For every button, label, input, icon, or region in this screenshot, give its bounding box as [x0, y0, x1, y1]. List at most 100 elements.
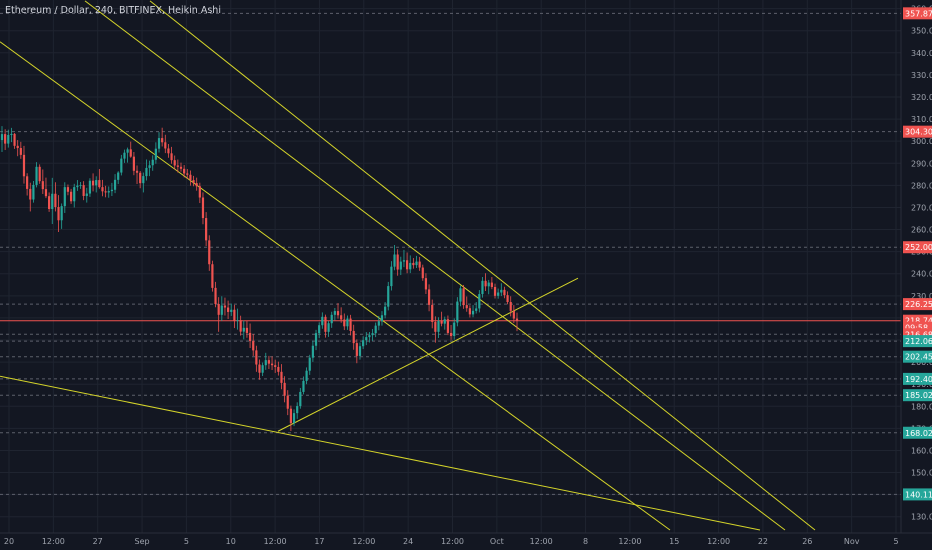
- candle-body: [415, 261, 418, 266]
- candle-body: [261, 365, 264, 373]
- candle-body: [292, 413, 296, 424]
- candle: [54, 182, 57, 212]
- candle-body: [336, 311, 340, 316]
- candle-body: [314, 333, 318, 346]
- candle-body: [302, 380, 305, 392]
- candle: [57, 195, 60, 232]
- candle: [471, 305, 475, 318]
- y-tick-label: 280.00: [911, 181, 932, 190]
- candle: [63, 182, 66, 213]
- candle: [205, 212, 208, 247]
- candle-body: [239, 320, 242, 332]
- x-tick-label: 22: [758, 537, 768, 546]
- candle: [453, 318, 456, 340]
- candle: [48, 192, 51, 212]
- candle: [41, 169, 44, 194]
- candle: [245, 320, 249, 338]
- candle-body: [449, 332, 453, 337]
- candle: [421, 264, 424, 281]
- candle-body: [299, 391, 302, 407]
- candle: [154, 142, 157, 164]
- candle-body: [443, 319, 446, 324]
- candle-body: [431, 304, 434, 322]
- x-tick-label: 26: [802, 537, 812, 546]
- candle: [384, 302, 387, 319]
- candle: [179, 162, 183, 172]
- candle-body: [107, 191, 110, 193]
- x-tick-label: 17: [314, 537, 324, 546]
- candle: [481, 277, 484, 298]
- candle: [333, 307, 336, 321]
- candle-body: [85, 193, 88, 196]
- x-tick-label: 12:00: [530, 537, 553, 546]
- candle: [270, 356, 274, 371]
- candle-body: [440, 321, 443, 324]
- candle: [236, 308, 239, 330]
- candle: [220, 296, 223, 322]
- candle: [393, 245, 396, 271]
- candle-body: [54, 193, 57, 208]
- candle-body: [226, 307, 230, 312]
- candle: [223, 297, 227, 316]
- candle: [497, 288, 500, 299]
- candle-body: [267, 360, 271, 364]
- x-tick-label: 20: [4, 537, 14, 546]
- x-tick-label: 5: [893, 537, 898, 546]
- candle: [412, 258, 415, 269]
- candle: [478, 290, 481, 313]
- price-axis[interactable]: 130.00140.00150.00160.00170.00180.00190.…: [911, 5, 932, 522]
- y-tick-label: 310.00: [911, 115, 932, 124]
- candles[interactable]: [0, 126, 519, 432]
- candle-body: [29, 188, 32, 200]
- candle-body: [365, 337, 368, 341]
- candle: [44, 177, 48, 199]
- candle-body: [4, 134, 7, 144]
- x-tick-label: 10: [226, 537, 236, 546]
- candle-body: [412, 262, 415, 266]
- x-tick-label: 12:00: [42, 537, 65, 546]
- candle: [101, 179, 104, 197]
- candle-body: [343, 319, 346, 327]
- candle: [330, 311, 333, 328]
- candle-body: [248, 332, 252, 342]
- price-level-badges: 357.87 304.30 252.00 226.25 218.7409:58216.6…: [903, 7, 932, 501]
- y-tick-label: 350.00: [911, 27, 932, 36]
- candle-body: [393, 254, 396, 267]
- y-tick-label: 270.00: [911, 203, 932, 212]
- candle: [462, 284, 465, 309]
- candle: [0, 126, 4, 153]
- candle-body: [205, 218, 208, 241]
- candle: [506, 291, 509, 305]
- candle: [380, 311, 384, 326]
- candle: [176, 159, 179, 173]
- candle-body: [296, 406, 299, 414]
- candle-body: [437, 321, 440, 332]
- candle-body: [10, 133, 13, 135]
- candle-body: [308, 357, 311, 371]
- candle: [512, 305, 515, 323]
- candle-body: [371, 333, 374, 336]
- candle: [255, 345, 258, 372]
- y-tick-label: 320.00: [911, 93, 932, 102]
- price-badge-label: 09:58: [905, 324, 928, 333]
- trendline: [0, 41, 671, 531]
- price-badge: [903, 426, 932, 439]
- candle: [173, 155, 176, 170]
- candle-body: [129, 149, 132, 157]
- time-axis[interactable]: 20 12:00 27 Sep 5 10 12:00 17 12:00 24 12:00 Oct 12:…: [4, 537, 899, 546]
- candle: [515, 312, 519, 332]
- candle-body: [19, 148, 22, 155]
- candle: [85, 187, 88, 203]
- candle-body: [139, 172, 142, 184]
- candle: [374, 322, 377, 338]
- candle: [308, 354, 311, 375]
- candle: [390, 261, 393, 291]
- y-tick-label: 290.00: [911, 159, 932, 168]
- candle-body: [362, 340, 365, 347]
- candle-body: [32, 184, 35, 200]
- candle-body: [497, 292, 500, 296]
- candle-body: [478, 294, 481, 309]
- candle: [365, 332, 368, 346]
- candle: [258, 359, 261, 380]
